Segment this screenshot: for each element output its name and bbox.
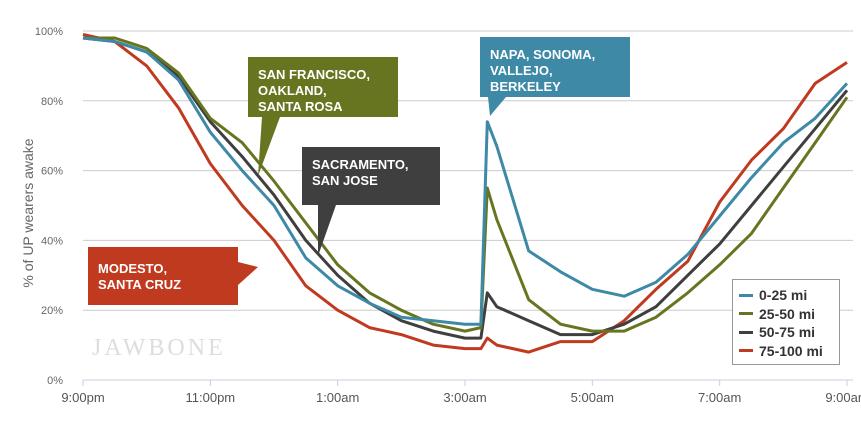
callout-line: SANTA CRUZ (98, 277, 182, 292)
x-tick-label: 7:00am (698, 390, 741, 405)
callout-line: SAN FRANCISCO, (258, 67, 370, 82)
callout-line: BERKELEY (490, 79, 561, 94)
legend-swatch (739, 293, 753, 297)
callout-modesto: MODESTO, SANTA CRUZ (88, 247, 238, 305)
callout-line: SAN JOSE (312, 173, 378, 188)
series-line-0-25mi (82, 36, 849, 326)
y-tick-label: 20% (41, 305, 63, 317)
y-tick-label: 100% (35, 26, 63, 38)
y-tick-label: 60% (41, 166, 63, 178)
callout-line: NAPA, SONOMA, (490, 47, 596, 62)
callout-line: VALLEJO, (490, 63, 553, 78)
callout-sf-oakland: SAN FRANCISCO, OAKLAND, SANTA ROSA (248, 57, 398, 117)
callout-line: OAKLAND, (258, 83, 327, 98)
legend-label: 25-50 mi (759, 305, 816, 322)
callout-line: SANTA ROSA (258, 99, 343, 114)
legend-label: 50-75 mi (759, 324, 816, 341)
x-tick-label: 9:00am (825, 390, 861, 405)
legend-item: 50-75 mi (739, 323, 833, 342)
legend-label: 75-100 mi (759, 342, 823, 359)
x-tick-label: 9:00pm (61, 390, 104, 405)
callout-tail (318, 205, 336, 256)
callout-tail (258, 117, 280, 176)
jawbone-watermark: JAWBONE (92, 335, 226, 361)
y-tick-label: 0% (47, 375, 63, 387)
series-line-75-100mi (82, 33, 848, 354)
x-tick-label: 3:00am (443, 390, 486, 405)
callout-line: SACRAMENTO, (312, 157, 409, 172)
legend-swatch (739, 349, 753, 353)
y-tick-label: 40% (41, 235, 63, 247)
legend: 0-25 mi 25-50 mi 50-75 mi 75-100 mi (732, 279, 840, 365)
y-tick-label: 80% (41, 96, 63, 108)
x-tick-label: 1:00am (316, 390, 359, 405)
callout-napa: NAPA, SONOMA, VALLEJO, BERKELEY (480, 37, 630, 97)
legend-item: 25-50 mi (739, 305, 833, 324)
legend-item: 0-25 mi (739, 286, 833, 305)
callout-tail (238, 262, 258, 285)
series-line-25-50mi (83, 36, 849, 333)
legend-swatch (739, 330, 753, 334)
legend-item: 75-100 mi (739, 342, 833, 361)
legend-swatch (739, 312, 753, 316)
callout-tail (488, 97, 506, 116)
callout-sacramento: SACRAMENTO, SAN JOSE (302, 147, 440, 205)
x-tick-label: 5:00am (571, 390, 614, 405)
legend-label: 0-25 mi (759, 287, 808, 304)
series-line-50-75mi (82, 36, 849, 340)
callout-line: MODESTO, (98, 261, 168, 276)
x-tick-label: 11:00pm (186, 390, 236, 405)
y-axis-label: % of UP wearers awake (20, 138, 36, 288)
